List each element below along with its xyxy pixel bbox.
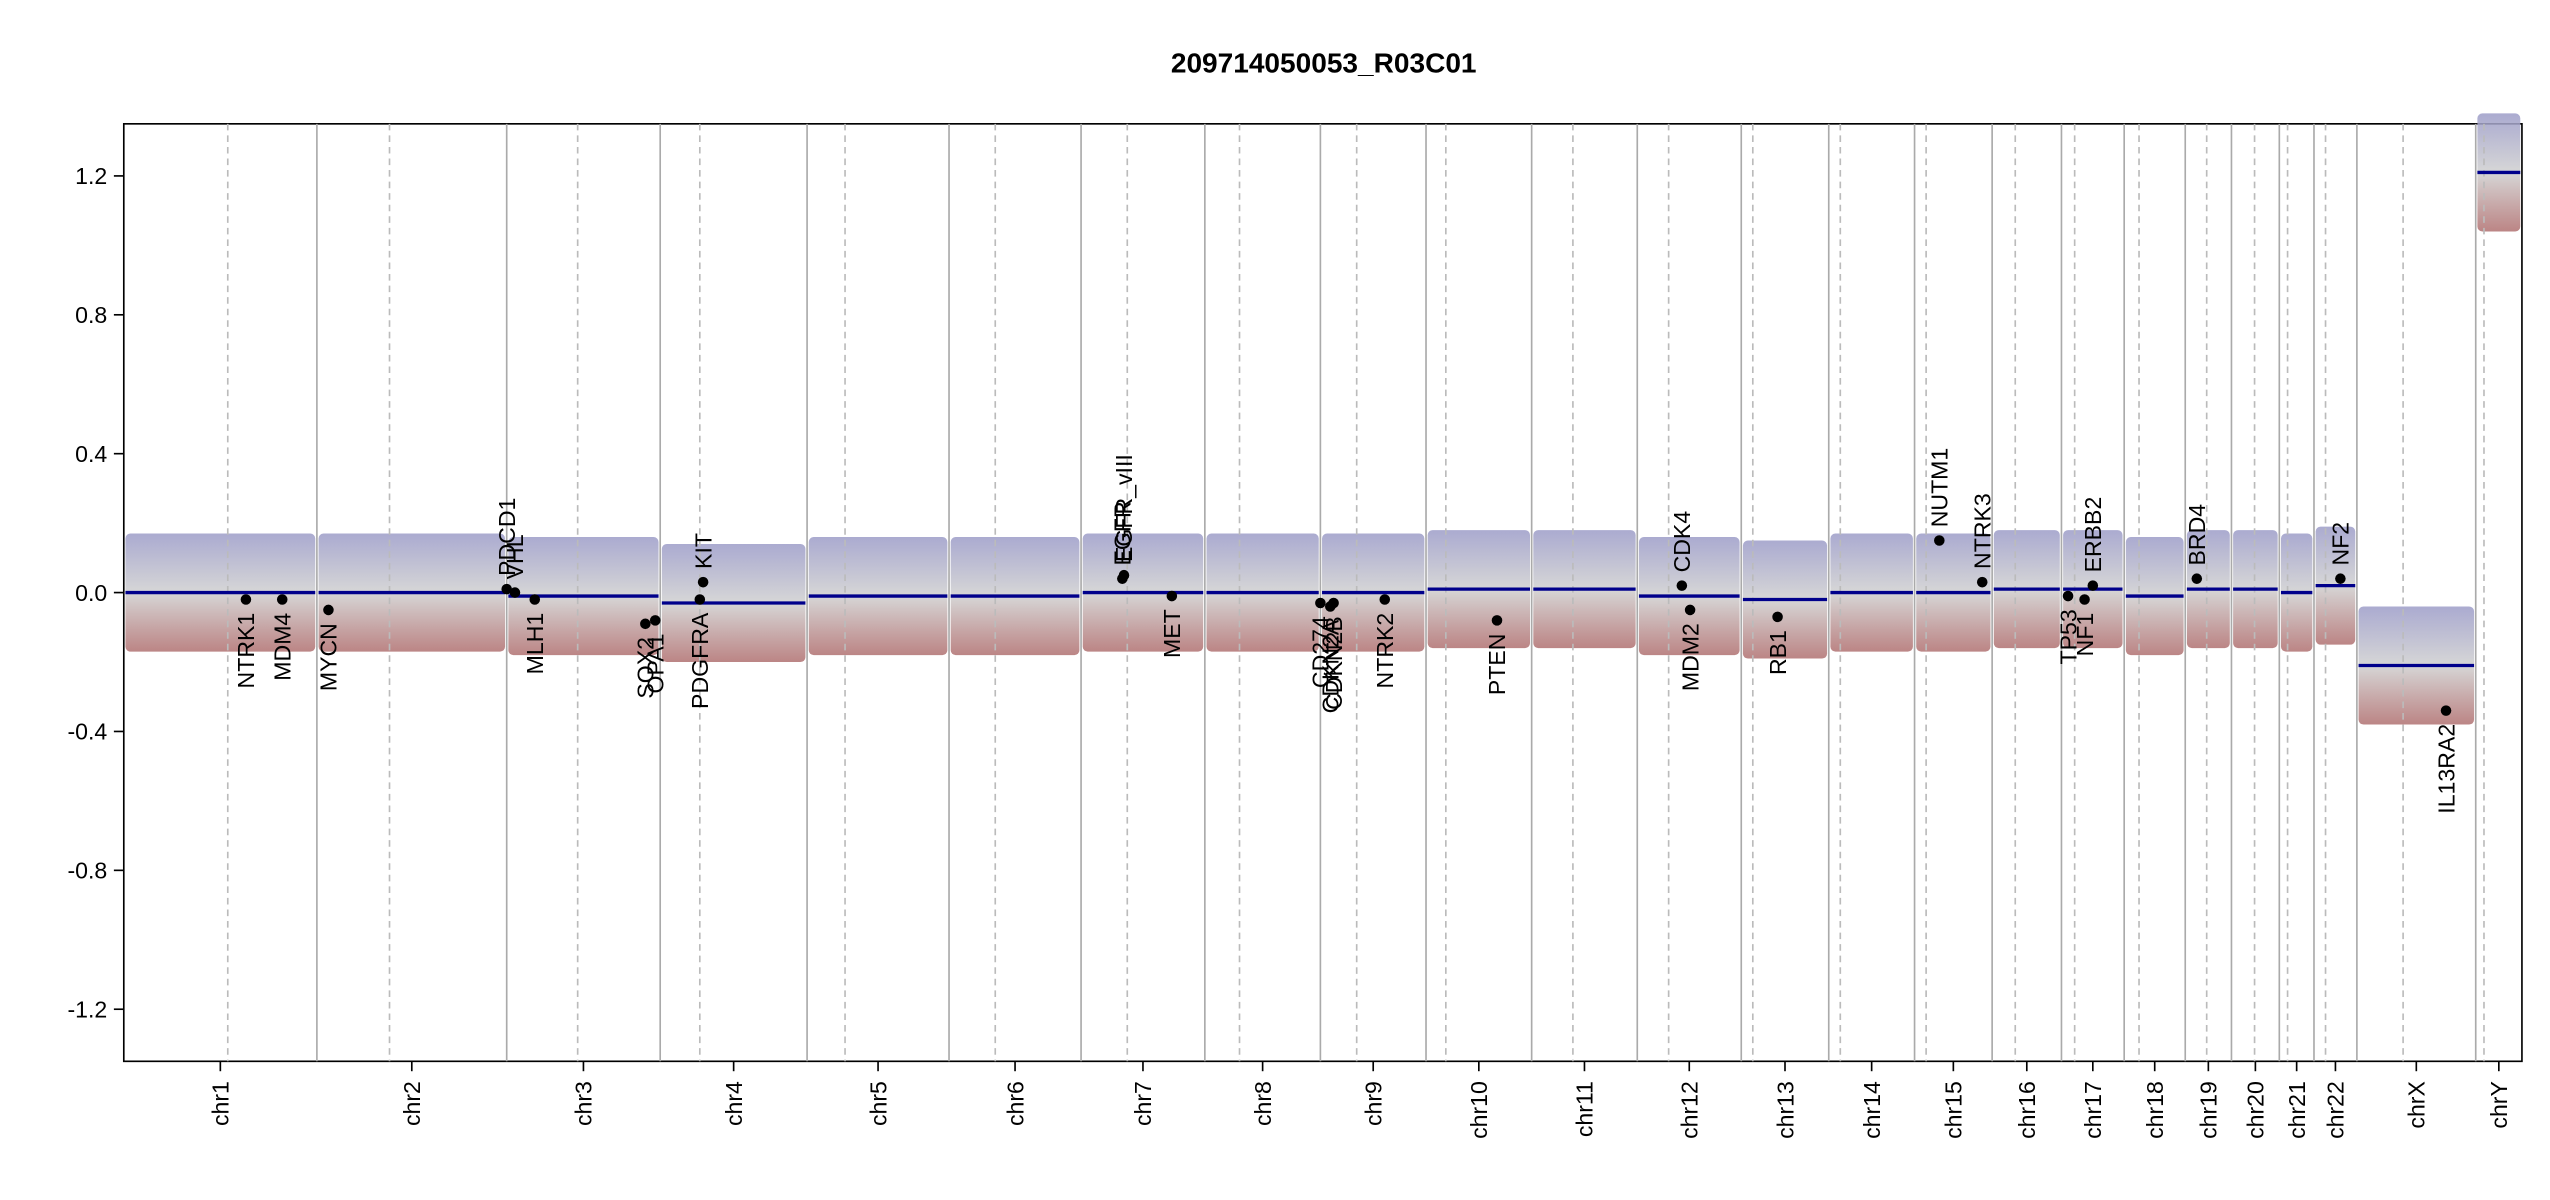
gene-label: NTRK1 bbox=[233, 613, 259, 689]
gene-point bbox=[2191, 573, 2203, 584]
y-tick-label: 0.0 bbox=[75, 580, 107, 606]
y-tick-label: -0.8 bbox=[67, 858, 107, 884]
x-tick-label: chr4 bbox=[721, 1081, 747, 1126]
x-tick-label: chrY bbox=[2486, 1081, 2512, 1128]
gene-point bbox=[1328, 597, 1339, 609]
x-tick-label: chr15 bbox=[1941, 1081, 1967, 1139]
x-tick-label: chr7 bbox=[1130, 1081, 1156, 1126]
x-tick-label: chr13 bbox=[1772, 1081, 1798, 1139]
gene-label: ERBB2 bbox=[2080, 497, 2106, 573]
chart-title: 209714050053_R03C01 bbox=[1171, 48, 1477, 79]
gene-point bbox=[323, 604, 334, 616]
gene-point bbox=[1315, 597, 1326, 609]
gene-point bbox=[1676, 580, 1688, 591]
gene-point bbox=[640, 618, 651, 630]
x-tick-label: chr3 bbox=[571, 1081, 597, 1126]
gene-point bbox=[2087, 580, 2099, 591]
gene-label: CD274 bbox=[1308, 616, 1334, 688]
x-tick-label: chr1 bbox=[208, 1081, 234, 1126]
gene-point bbox=[649, 615, 661, 626]
gene-point bbox=[1118, 569, 1130, 581]
gene-label: TP53 bbox=[2055, 609, 2081, 664]
gene-label: NUTM1 bbox=[1927, 448, 1953, 528]
gene-point bbox=[2079, 594, 2090, 605]
x-tick-label: chr12 bbox=[1677, 1081, 1703, 1139]
x-tick-label: chr18 bbox=[2142, 1081, 2168, 1139]
gene-point bbox=[276, 594, 288, 605]
x-tick-label: chr8 bbox=[1250, 1081, 1276, 1126]
gene-label: OPA1 bbox=[642, 634, 668, 694]
gene-label: MDM2 bbox=[1677, 623, 1703, 691]
x-tick-label: chr20 bbox=[2243, 1081, 2269, 1139]
gene-label: NF1 bbox=[2072, 613, 2098, 657]
x-tick-label: chr2 bbox=[399, 1081, 425, 1126]
gene-label: BRD4 bbox=[2184, 504, 2210, 566]
gene-point bbox=[697, 576, 709, 588]
y-tick-label: 0.8 bbox=[75, 302, 107, 328]
gene-point bbox=[1772, 611, 1783, 623]
gene-label: VHL bbox=[502, 534, 528, 579]
gene-label: CDK4 bbox=[1669, 511, 1695, 573]
gene-label: RB1 bbox=[1765, 630, 1791, 675]
x-tick-label: chr16 bbox=[2014, 1081, 2040, 1139]
gene-point bbox=[1684, 604, 1696, 616]
gene-point bbox=[2440, 705, 2452, 716]
gene-point bbox=[694, 594, 706, 605]
gene-label: CDKN2A bbox=[1318, 619, 1344, 713]
x-tick-label: chr6 bbox=[1002, 1081, 1028, 1126]
gene-label: MYCN bbox=[316, 623, 342, 691]
gene-label: PDCD1 bbox=[494, 498, 520, 576]
x-tick-label: chr19 bbox=[2196, 1081, 2222, 1139]
gene-point bbox=[2335, 573, 2346, 584]
x-tick-label: chr5 bbox=[865, 1081, 891, 1126]
gene-point bbox=[501, 583, 512, 595]
x-tick-label: chr11 bbox=[1572, 1081, 1598, 1137]
gene-label: CDKN2B bbox=[1321, 616, 1347, 710]
x-tick-label: chr14 bbox=[1859, 1081, 1885, 1139]
gene-label: MDM4 bbox=[269, 613, 295, 681]
x-tick-label: chr22 bbox=[2323, 1081, 2349, 1139]
x-tick-label: chr21 bbox=[2284, 1081, 2310, 1139]
gene-label: NF2 bbox=[2328, 522, 2354, 566]
gene-point bbox=[1379, 594, 1391, 605]
y-tick-label: -1.2 bbox=[67, 996, 107, 1022]
gene-point bbox=[1976, 576, 1988, 588]
gene-label: PTEN bbox=[1484, 634, 1510, 696]
y-tick-label: -0.4 bbox=[67, 719, 107, 745]
gene-point bbox=[1491, 615, 1503, 626]
gene-label: NTRK3 bbox=[1969, 493, 1995, 569]
x-tick-label: chrX bbox=[2404, 1081, 2430, 1128]
y-tick-label: 1.2 bbox=[75, 163, 107, 189]
gene-label: SOX2 bbox=[633, 637, 659, 699]
gene-label: KIT bbox=[690, 533, 716, 569]
x-tick-label: chr17 bbox=[2080, 1081, 2106, 1139]
gene-label: EGFR bbox=[1110, 501, 1136, 565]
gene-point bbox=[1934, 535, 1945, 546]
gene-label: EGFR_vIII bbox=[1111, 454, 1137, 562]
gene-label: MLH1 bbox=[522, 613, 548, 675]
x-tick-label: chr9 bbox=[1360, 1081, 1386, 1126]
gene-label: MET bbox=[1159, 609, 1185, 658]
gene-point bbox=[1166, 590, 1178, 602]
gene-point bbox=[529, 594, 541, 605]
gene-label: NTRK2 bbox=[1372, 613, 1398, 689]
gene-label: PDGFRA bbox=[687, 612, 713, 709]
x-tick-label: chr10 bbox=[1466, 1081, 1492, 1139]
gene-point bbox=[509, 587, 521, 598]
gene-point bbox=[240, 594, 252, 605]
gene-point bbox=[2062, 590, 2074, 602]
gene-label: IL13RA2 bbox=[2433, 724, 2459, 814]
y-tick-label: 0.4 bbox=[75, 441, 107, 467]
